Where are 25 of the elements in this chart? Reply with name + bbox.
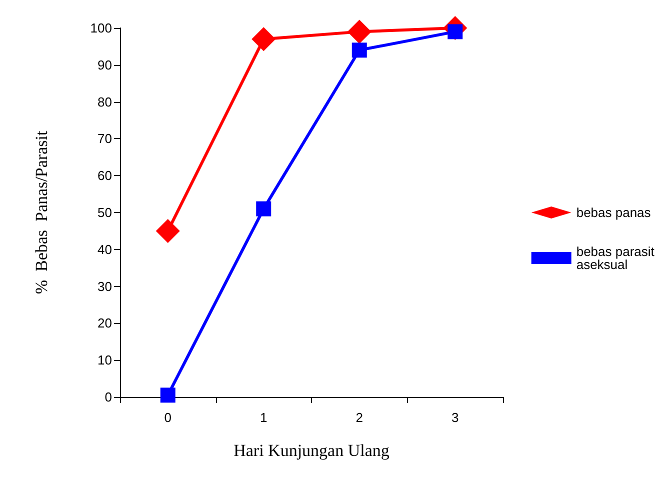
- x-tick-label: 3: [452, 410, 459, 425]
- legend-label: bebas parasit aseksual: [576, 244, 658, 272]
- y-tick-label: 50: [98, 205, 112, 220]
- y-axis-title: % Bebas Panas/Parasit: [32, 130, 51, 294]
- y-tick-label: 70: [98, 131, 112, 146]
- point: [352, 42, 367, 58]
- x-axis-title: Hari Kunjungan Ulang: [234, 441, 390, 460]
- x-tick-label: 0: [164, 410, 172, 425]
- point: [252, 27, 276, 52]
- y-tick-label: 40: [98, 242, 112, 257]
- point: [156, 218, 180, 243]
- y-tick-label: 30: [98, 278, 112, 294]
- y-tick-label: 0: [104, 390, 112, 404]
- y-tick-label: 100: [90, 20, 112, 36]
- y-tick-label: 90: [98, 57, 112, 72]
- point: [347, 20, 372, 44]
- x-tick-label: 1: [260, 410, 268, 425]
- point: [160, 388, 176, 403]
- point: [256, 201, 272, 216]
- y-tick-label: 60: [98, 168, 112, 184]
- y-tick-label: 20: [98, 316, 112, 331]
- y-tick-label: 80: [98, 94, 112, 110]
- legend-label: bebas panas: [576, 205, 652, 220]
- y-tick-label: 10: [98, 352, 112, 368]
- x-tick-label: 2: [356, 410, 363, 425]
